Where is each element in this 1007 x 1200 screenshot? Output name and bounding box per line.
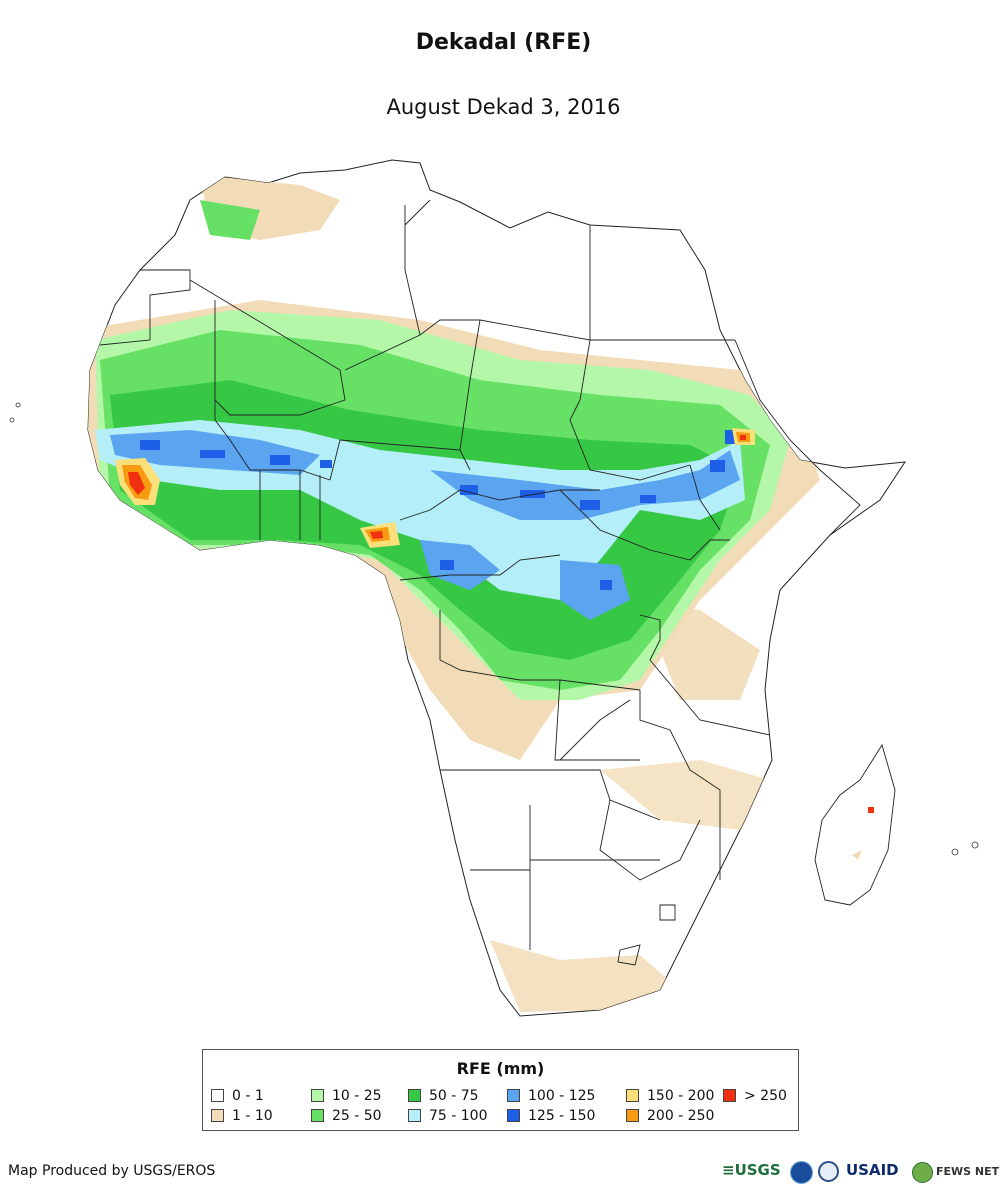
legend-grid: 0 - 1 1 - 10 10 - 25 25 - 50 50 - 75 75 - 100… [211, 1088, 796, 1128]
legend-item: > 250 [723, 1088, 787, 1106]
island [15, 402, 21, 408]
legend-swatch [626, 1109, 639, 1122]
legend-item: 75 - 100 [408, 1108, 488, 1126]
madagascar-island [814, 743, 896, 906]
legend-label: 150 - 200 [647, 1088, 715, 1104]
legend-label: 0 - 1 [232, 1088, 264, 1104]
legend-swatch [211, 1089, 224, 1102]
map-subtitle: August Dekad 3, 2016 [386, 95, 621, 119]
noaa-logo [790, 1161, 813, 1184]
map-credit: Map Produced by USGS/EROS [8, 1163, 216, 1179]
rain-zone-125-150 [140, 430, 735, 590]
fewsnet-logo: FEWS NET [936, 1165, 1000, 1178]
legend-swatch [311, 1109, 324, 1122]
partner-logos: ≡USGS USAID FEWS NET [722, 1158, 1002, 1186]
island [971, 841, 979, 849]
legend-label: 200 - 250 [647, 1108, 715, 1124]
legend-label: 50 - 75 [429, 1088, 479, 1104]
legend-label: 25 - 50 [332, 1108, 382, 1124]
usaid-logo: USAID [846, 1161, 899, 1179]
map-title: Dekadal (RFE) [415, 30, 592, 55]
legend-item: 125 - 150 [507, 1108, 595, 1126]
legend-label: 125 - 150 [528, 1108, 596, 1124]
legend-label: 1 - 10 [232, 1108, 273, 1124]
legend-label: 75 - 100 [429, 1108, 488, 1124]
doc-seal-logo [818, 1161, 839, 1182]
legend-item: 0 - 1 [211, 1088, 264, 1106]
legend-label: > 250 [744, 1088, 787, 1104]
usgs-logo: ≡USGS [722, 1161, 781, 1179]
legend-label: 100 - 125 [528, 1088, 596, 1104]
legend-box: RFE (mm) 0 - 1 1 - 10 10 - 25 25 - 50 50 - 7… [202, 1049, 799, 1131]
legend-swatch [211, 1109, 224, 1122]
madagascar-rain-patch [852, 850, 862, 860]
legend-swatch [723, 1089, 736, 1102]
africa-rainfall-map [9, 159, 979, 1017]
legend-swatch [626, 1089, 639, 1102]
legend-item: 100 - 125 [507, 1088, 595, 1106]
legend-item: 200 - 250 [626, 1108, 714, 1126]
island [951, 848, 959, 856]
legend-item: 1 - 10 [211, 1108, 273, 1126]
legend-item: 25 - 50 [311, 1108, 382, 1126]
legend-swatch [408, 1109, 421, 1122]
legend-swatch [408, 1089, 421, 1102]
legend-swatch [311, 1089, 324, 1102]
legend-item: 50 - 75 [408, 1088, 479, 1106]
legend-item: 150 - 200 [626, 1088, 714, 1106]
madagascar-rain-hotspot [868, 807, 874, 813]
legend-swatch [507, 1089, 520, 1102]
legend-swatch [507, 1109, 520, 1122]
country-borders [99, 199, 861, 966]
rain-zone-over-250 [128, 435, 746, 539]
legend-label: 10 - 25 [332, 1088, 382, 1104]
island [9, 417, 15, 423]
legend-item: 10 - 25 [311, 1088, 382, 1106]
legend-title: RFE (mm) [456, 1059, 545, 1078]
fewsnet-globe-icon [912, 1162, 933, 1183]
